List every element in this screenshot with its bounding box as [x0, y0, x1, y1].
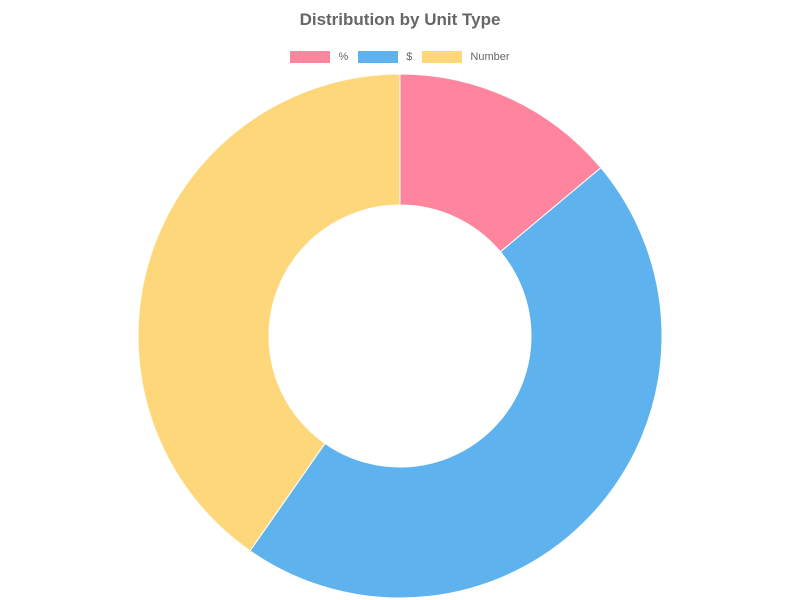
slice-percent[interactable] [399, 73, 602, 253]
legend-label-number: Number [470, 51, 510, 63]
legend: % $ Number [0, 51, 800, 63]
legend-swatch-percent [290, 51, 331, 63]
legend-item-percent[interactable]: % [290, 51, 348, 63]
legend-swatch-number [422, 51, 463, 63]
legend-label-dollar: $ [406, 51, 413, 63]
legend-swatch-dollar [358, 51, 399, 63]
slice-dollar[interactable] [249, 167, 663, 599]
legend-item-dollar[interactable]: $ [358, 51, 412, 63]
slice-number[interactable] [137, 73, 401, 552]
chart-title: Distribution by Unit Type [299, 10, 501, 29]
legend-item-number[interactable]: Number [422, 51, 510, 63]
legend-label-percent: % [338, 51, 349, 63]
